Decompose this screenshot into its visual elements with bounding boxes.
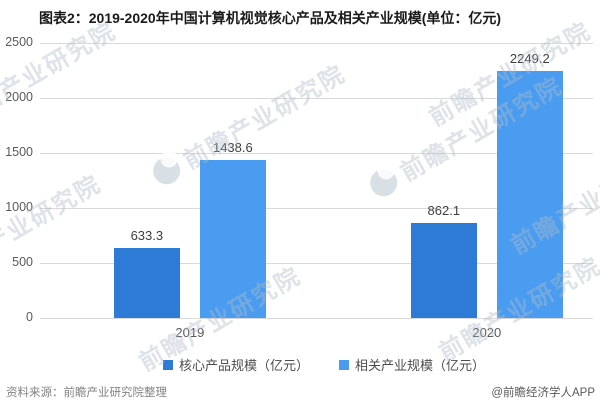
credit-note: @前瞻经济学人APP (491, 387, 595, 399)
source-note: 资料来源：前瞻产业研究院整理 (6, 387, 167, 399)
bar-value-label: 2249.2 (509, 50, 550, 66)
gridline (40, 208, 593, 209)
gridline (40, 263, 593, 264)
y-axis-tick-label: 500 (12, 255, 33, 269)
bar-2019-series-0 (113, 248, 180, 318)
chart-title: 图表2：2019-2020年中国计算机视觉核心产品及相关产业规模(单位：亿元) (38, 10, 502, 26)
legend-item-1: 相关产业规模（亿元） (339, 355, 485, 374)
bar-value-label: 633.3 (130, 228, 164, 244)
gridline (40, 153, 593, 154)
y-axis-tick-label: 2500 (5, 35, 33, 49)
legend-label: 相关产业规模（亿元） (355, 358, 486, 373)
plot-area: 633.3 1438.6 2019 862.1 2249.2 2020 (40, 43, 593, 340)
gridline (40, 318, 593, 319)
bar-2020-series-0 (410, 223, 477, 318)
x-axis-tick-label: 2020 (472, 325, 502, 340)
y-axis-tick-label: 2000 (5, 90, 33, 104)
legend-label: 核心产品规模（亿元） (178, 358, 309, 373)
bar-2020-series-1 (496, 70, 563, 318)
legend-swatch-icon (339, 359, 349, 370)
footer: 资料来源：前瞻产业研究院整理 @前瞻经济学人APP (6, 384, 595, 400)
bar-value-label: 862.1 (427, 203, 461, 219)
gridline (40, 98, 593, 99)
legend-swatch-icon (162, 359, 173, 370)
gridline (40, 43, 593, 44)
bar-value-label: 1438.6 (212, 139, 253, 155)
x-axis-tick-label: 2019 (175, 325, 205, 340)
legend: 核心产品规模（亿元） 相关产业规模（亿元） (24, 355, 600, 374)
legend-item-0: 核心产品规模（亿元） (162, 355, 309, 374)
bar-2019-series-1 (199, 159, 266, 318)
y-axis-tick-label: 1500 (5, 145, 33, 159)
y-axis-tick-label: 0 (26, 310, 33, 324)
y-axis-tick-label: 1000 (5, 200, 33, 214)
